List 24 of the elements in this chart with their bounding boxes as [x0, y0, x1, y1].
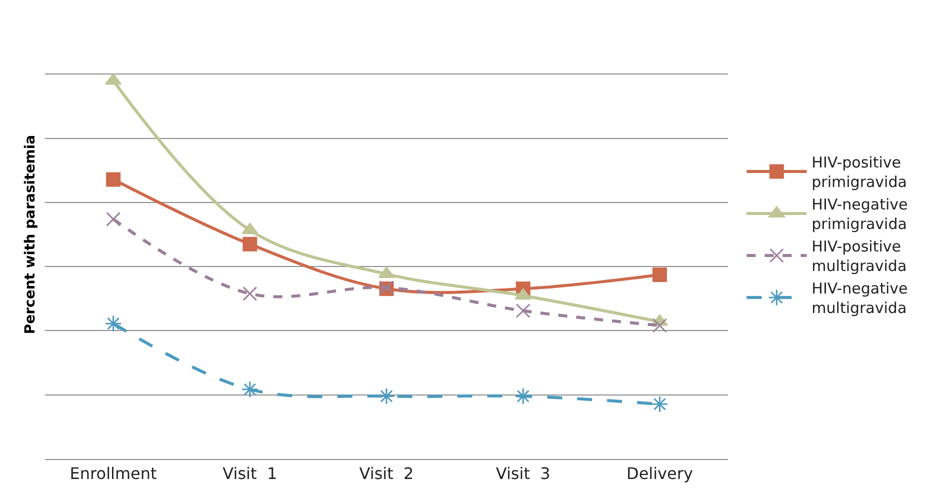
point	[242, 236, 258, 252]
point	[105, 73, 122, 85]
point	[104, 315, 122, 332]
point	[652, 318, 667, 333]
point	[242, 286, 258, 301]
x-tick-label: Visit 1	[222, 464, 278, 484]
legend-label: HIV-negative primigravida	[812, 196, 908, 234]
point	[516, 303, 530, 318]
legend-label: HIV-positive primigravida	[812, 154, 907, 192]
x-tick-label: Visit 3	[496, 464, 550, 484]
point	[514, 288, 532, 300]
legend-label: HIV-negative multigravida	[812, 280, 908, 318]
point	[242, 222, 258, 234]
x-tick-label: Enrollment	[70, 464, 157, 484]
x-tick-label: Delivery	[626, 464, 693, 484]
point	[652, 268, 667, 282]
point	[378, 266, 395, 278]
point	[651, 396, 668, 413]
point	[241, 380, 258, 398]
x-tick-label: Visit 2	[359, 464, 414, 484]
point	[106, 212, 121, 226]
y-axis-title: Percent with parasitemia	[22, 134, 39, 334]
legend-label: HIV-positive multigravida	[812, 238, 907, 276]
point	[106, 172, 121, 187]
